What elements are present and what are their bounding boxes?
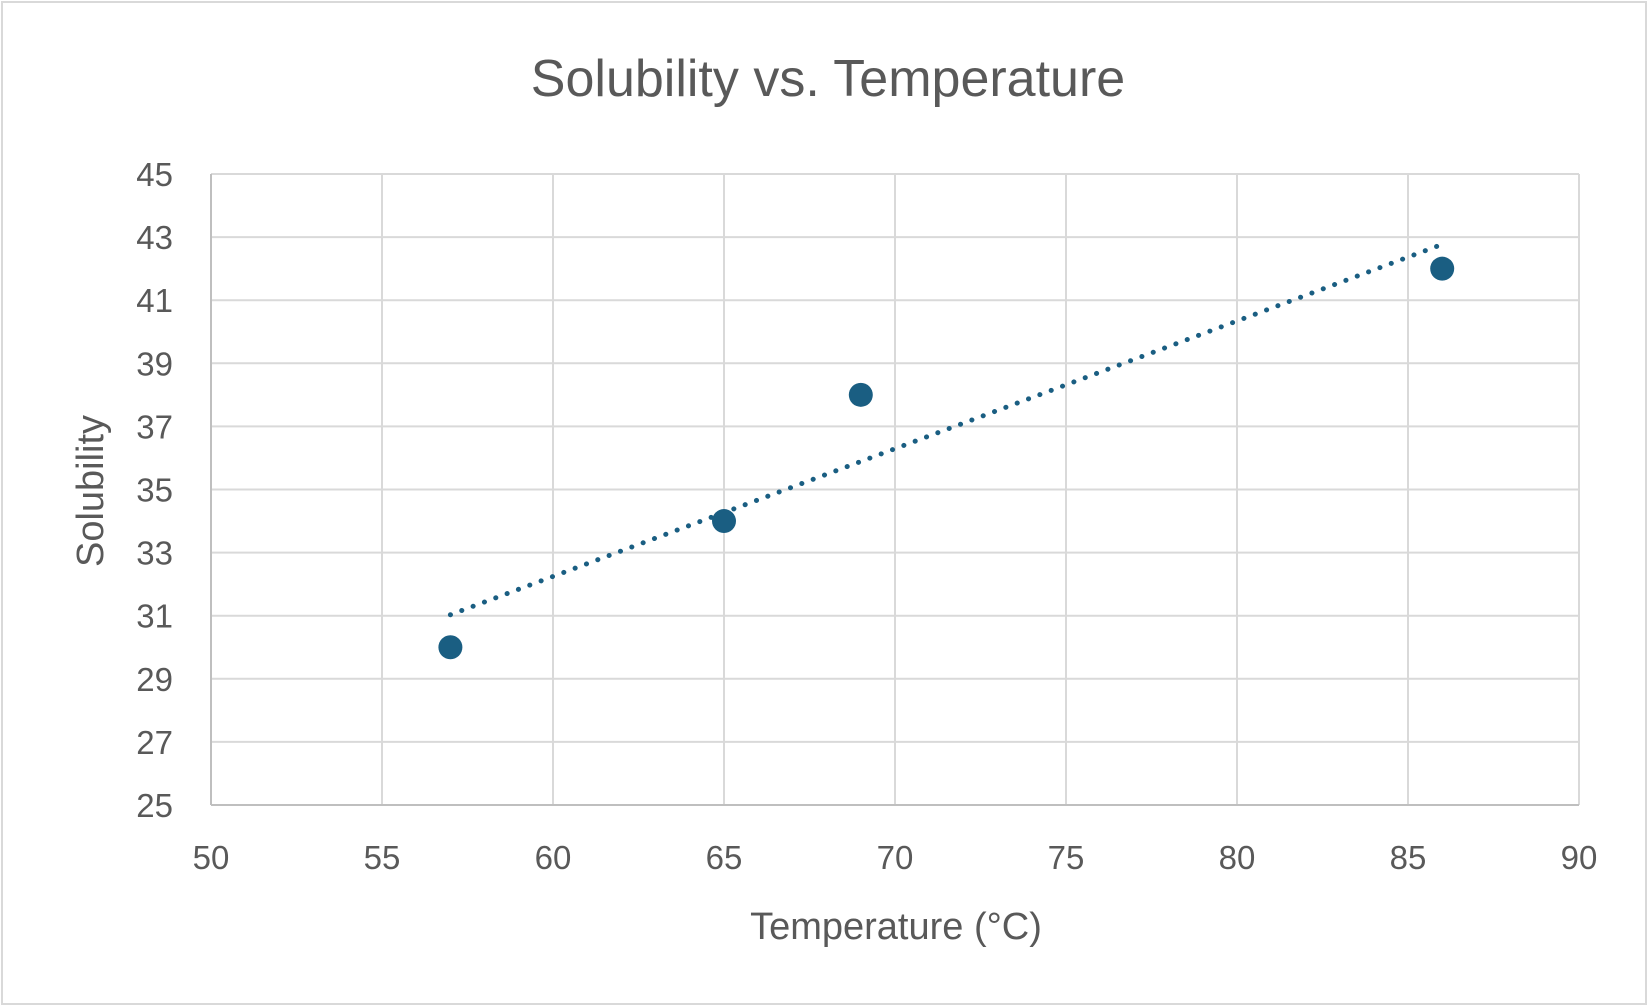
y-tick-label: 45	[136, 156, 173, 193]
tick-label-layer: 25 27 29 31 33 35 37 39 41 43 45 50 55 60 65 70 75 80 85 90	[136, 156, 1597, 876]
data-point	[848, 382, 873, 407]
y-axis-title: Solubility	[70, 415, 112, 567]
scatter-chart: Solubility vs. Temperature 25 27 29 31 33 35 3…	[70, 50, 1597, 948]
x-tick-label: 70	[877, 839, 914, 876]
y-tick-label: 43	[136, 219, 173, 256]
trendline-layer	[447, 241, 1445, 618]
x-tick-label: 80	[1219, 839, 1256, 876]
x-tick-label: 55	[364, 839, 401, 876]
data-point-layer	[438, 256, 1455, 660]
x-tick-label: 90	[1561, 839, 1598, 876]
axis-layer	[210, 174, 1579, 806]
trendline	[447, 241, 1445, 618]
data-point	[712, 509, 736, 534]
y-tick-label: 29	[136, 661, 173, 698]
y-tick-label: 31	[136, 598, 173, 635]
y-tick-label: 35	[136, 472, 173, 509]
y-tick-label: 37	[136, 408, 173, 445]
x-tick-label: 50	[193, 839, 230, 876]
x-tick-label: 60	[535, 839, 572, 876]
data-point	[438, 635, 463, 660]
y-tick-label: 33	[136, 535, 173, 572]
chart-title: Solubility vs. Temperature	[531, 50, 1125, 108]
y-tick-label: 41	[136, 282, 173, 319]
x-axis-title: Temperature (°C)	[750, 906, 1042, 948]
y-tick-label: 25	[136, 787, 173, 824]
data-point	[1430, 256, 1455, 281]
x-tick-label: 65	[706, 839, 743, 876]
y-tick-label: 27	[136, 724, 173, 761]
grid-layer	[211, 173, 1580, 805]
x-tick-label: 75	[1048, 839, 1085, 876]
y-tick-label: 39	[136, 345, 173, 382]
x-tick-label: 85	[1390, 839, 1427, 876]
